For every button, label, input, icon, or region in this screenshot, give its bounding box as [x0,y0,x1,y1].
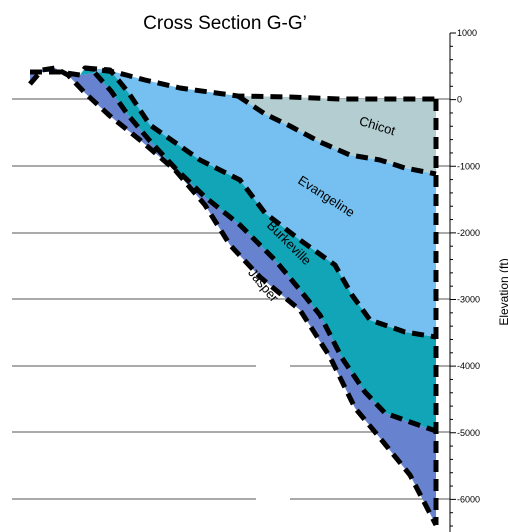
chicot-layer [238,96,436,174]
tick-label: 0 [457,95,462,105]
jasper-base-boundary [28,65,439,527]
break-mark-2 [256,490,290,506]
break-mark-1 [256,360,290,374]
tick-label: -1000 [457,161,480,171]
axis-title: Elevation (ft) [497,258,508,325]
section-break-marks [256,360,290,506]
evangeline-top-boundary [236,93,437,177]
figure-title: Cross Section G-G’ [143,13,307,34]
tick-label: -3000 [457,295,480,305]
jasper-top-boundary [93,71,437,434]
elevation-axis: 1000 0 -1000 -2000 -3000 -4000 -5000 -6000 [449,28,480,532]
tick-label: -6000 [457,494,480,504]
tick-label: -2000 [457,228,480,238]
burkeville-layer [80,68,436,431]
tick-label: -4000 [457,361,480,371]
tick-labels: 1000 0 -1000 -2000 -3000 -4000 -5000 -6000 [457,28,480,504]
unit-boundaries [28,65,439,527]
tick-label: -5000 [457,428,480,438]
land-surface-boundary [30,65,436,102]
evangeline-layer [85,68,436,337]
layer-fills [30,68,436,525]
tick-marks [450,32,456,527]
tick-label: 1000 [457,28,477,38]
